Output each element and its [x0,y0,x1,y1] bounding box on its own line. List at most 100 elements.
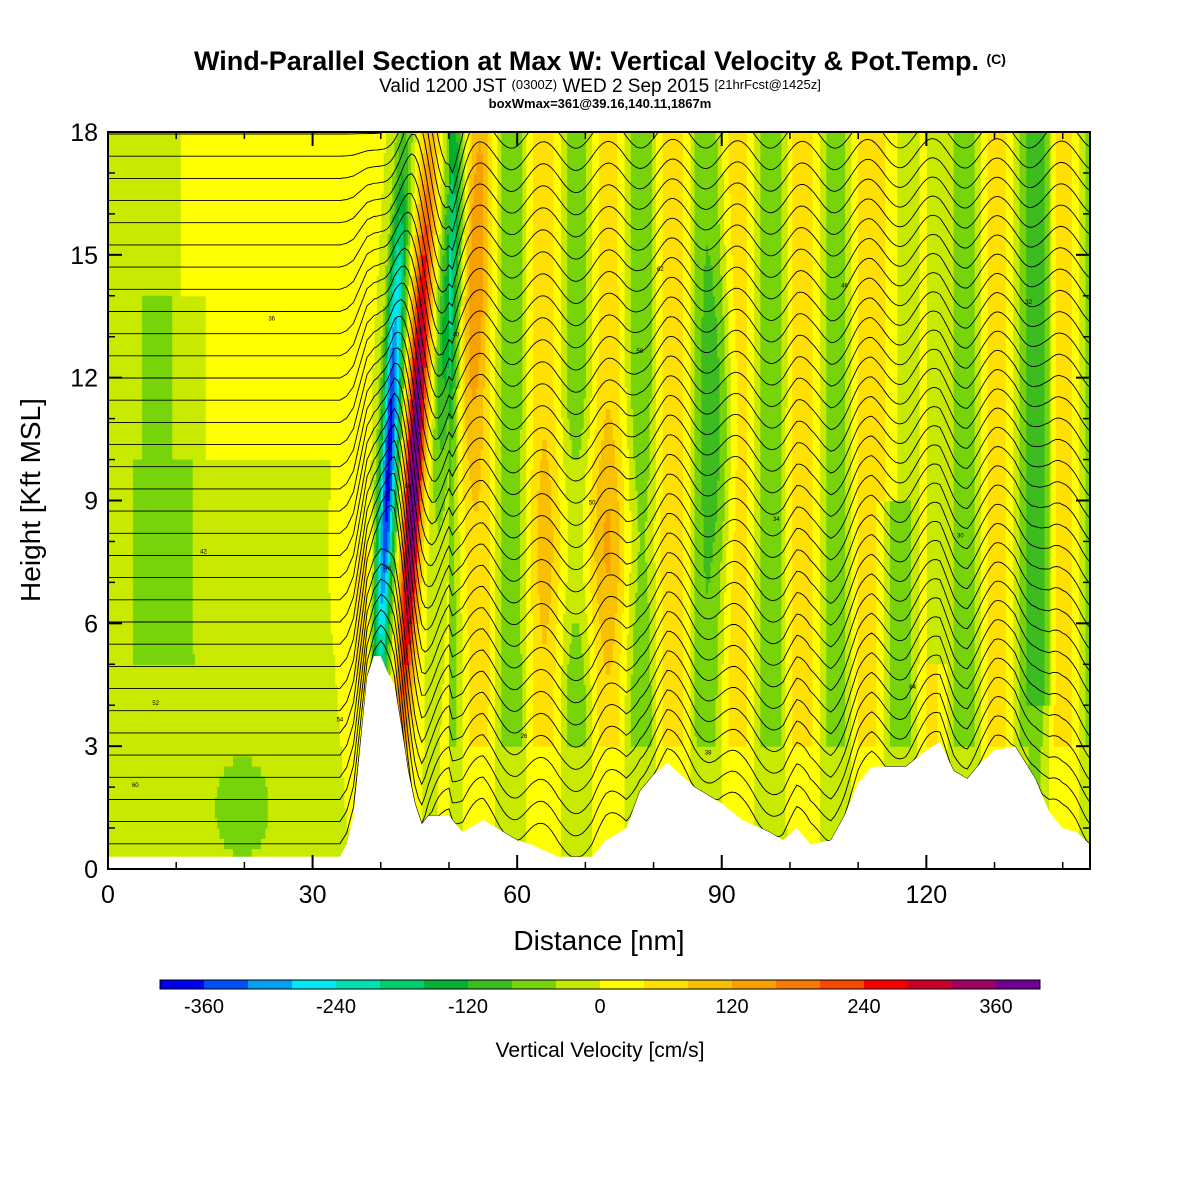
velocity-cell [876,520,884,532]
velocity-cell [1051,316,1057,328]
velocity-cell [378,510,382,522]
velocity-cell [380,480,384,491]
velocity-cell [530,490,539,502]
velocity-cell [410,613,414,624]
velocity-cell [987,377,1007,389]
velocity-cell [401,357,405,369]
velocity-cell [746,439,755,450]
velocity-cell [1044,418,1050,430]
velocity-cell [428,428,432,440]
velocity-cell [405,398,409,409]
velocity-cell [435,275,439,287]
velocity-cell [630,254,652,266]
velocity-cell [605,510,611,522]
velocity-cell [453,295,457,307]
velocity-cell [1026,295,1046,307]
velocity-cell [851,357,859,369]
velocity-cell [553,367,561,379]
velocity-cell [380,449,384,461]
velocity-cell [617,254,625,266]
velocity-cell [1019,387,1027,399]
velocity-cell [414,306,418,317]
velocity-field [133,132,1090,869]
velocity-cell [471,152,477,164]
velocity-cell [437,776,450,788]
velocity-cell [383,561,386,573]
velocity-cell [726,551,734,563]
velocity-cell [919,132,927,143]
velocity-cell [812,572,821,583]
velocity-cell [451,172,455,184]
velocity-cell [448,244,452,256]
velocity-cell [760,377,782,389]
velocity-cell [717,346,725,358]
velocity-cell [398,623,402,635]
velocity-cell [1051,408,1057,420]
velocity-cell [385,398,389,409]
velocity-cell [737,377,748,389]
velocity-cell [489,306,498,317]
velocity-cell [1055,643,1073,655]
velocity-cell [619,367,625,379]
velocity-cell [376,439,380,450]
colorbar [159,979,1041,990]
velocity-cell [858,142,887,154]
velocity-cell [389,224,393,235]
velocity-cell [1051,633,1057,645]
velocity-cell [460,531,466,543]
velocity-cell [596,592,618,604]
velocity-cell [683,408,691,420]
x-tick-label: 60 [503,881,531,909]
velocity-cell [889,592,912,604]
velocity-cell [408,398,411,409]
velocity-cell [378,449,382,461]
velocity-cell [760,357,782,369]
velocity-cell [392,592,396,604]
velocity-cell [569,428,582,440]
velocity-cell [746,643,755,655]
velocity-cell [389,572,393,583]
velocity-cell [619,674,627,686]
velocity-cell [1026,254,1046,266]
velocity-cell [589,428,596,440]
velocity-cell [385,613,389,624]
velocity-cell [583,541,591,553]
velocity-cell [858,561,877,573]
velocity-cell [1055,551,1073,563]
velocity-cell [703,561,711,573]
velocity-cell [1085,459,1090,471]
velocity-cell [694,725,716,737]
velocity-cell [812,306,821,317]
velocity-cell [592,316,600,328]
velocity-cell [389,418,393,430]
contour-label: 50 [589,501,596,507]
velocity-cell [414,551,418,563]
velocity-cell [501,428,521,440]
velocity-cell [385,664,389,676]
velocity-cell [885,326,898,338]
velocity-cell [383,643,386,655]
velocity-cell [403,592,407,604]
velocity-cell [383,459,386,471]
velocity-cell [683,480,691,491]
velocity-cell [792,613,814,624]
velocity-cell [403,326,407,338]
velocity-cell [419,275,427,287]
velocity-cell [467,428,484,440]
velocity-cell [1085,254,1090,266]
velocity-cell [987,541,1007,553]
velocity-cell [746,694,755,706]
velocity-cell [589,500,598,512]
velocity-cell [1071,520,1080,532]
velocity-cell [380,582,386,594]
colorbar-swatch [908,980,953,989]
velocity-cell [701,357,721,369]
velocity-cell [133,623,193,635]
velocity-cell [405,613,411,624]
velocity-cell [1005,234,1014,246]
velocity-cell [683,398,691,409]
velocity-cell [458,234,461,246]
velocity-cell [885,193,898,205]
velocity-cell [180,254,380,266]
isentrope-line [108,488,1090,696]
